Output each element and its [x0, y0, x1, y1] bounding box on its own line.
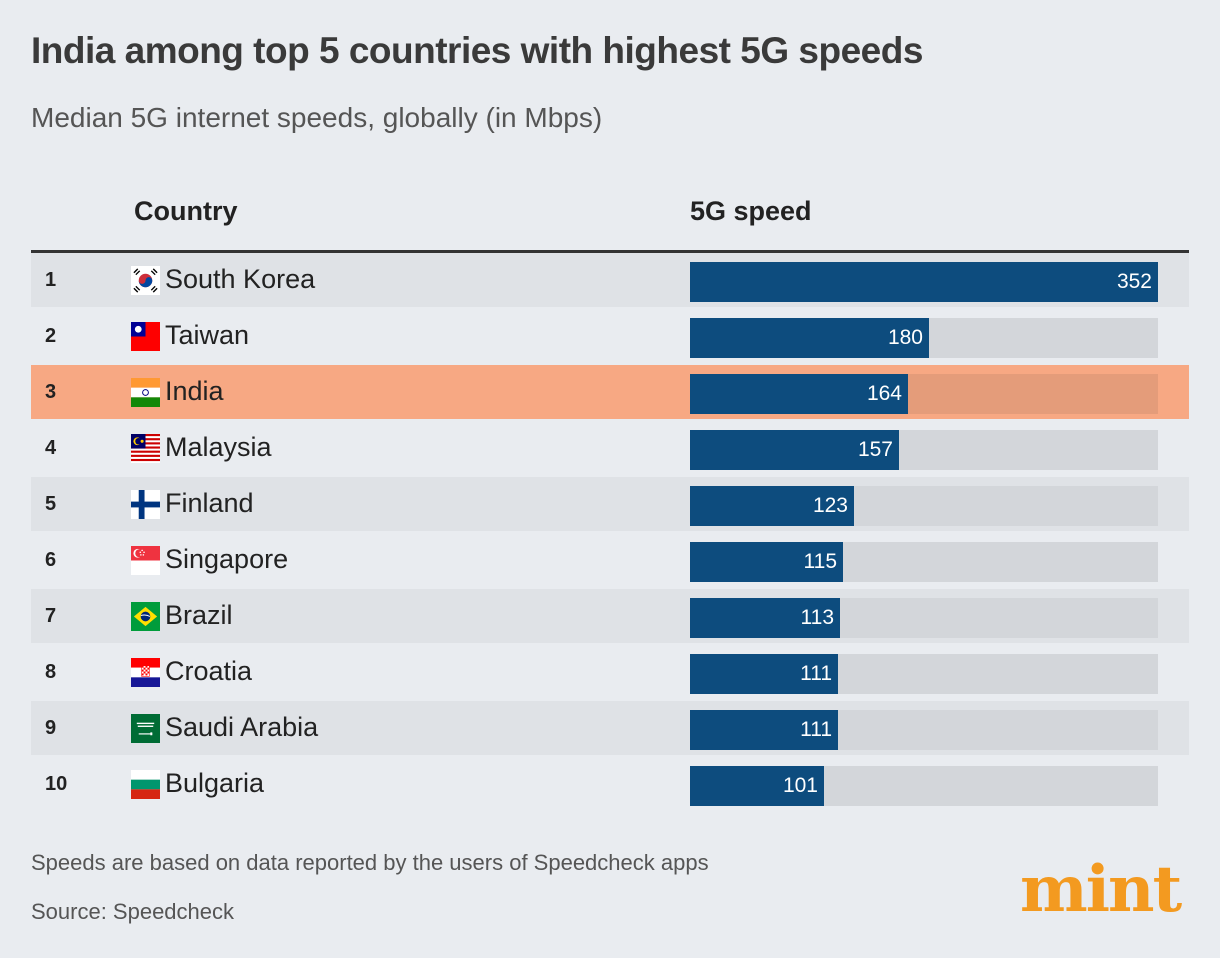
- rank-label: 9: [45, 717, 57, 739]
- value-label: 157: [857, 438, 893, 461]
- footnote: Speeds are based on data reported by the…: [31, 850, 709, 875]
- country-label: Bulgaria: [165, 768, 265, 798]
- bar: [690, 710, 838, 750]
- table-row: 6 Singapore 115: [31, 533, 1189, 587]
- chart-title: India among top 5 countries with highest…: [31, 30, 923, 71]
- south-korea-flag-icon: [131, 266, 160, 295]
- country-label: Malaysia: [165, 432, 272, 462]
- country-label: South Korea: [165, 264, 316, 294]
- malaysia-flag-icon: [131, 434, 160, 463]
- chart-subtitle: Median 5G internet speeds, globally (in …: [31, 102, 603, 133]
- column-header-speed: 5G speed: [690, 196, 812, 226]
- bar-track: 111: [690, 654, 1158, 694]
- bar: [690, 374, 908, 414]
- rank-label: 3: [45, 381, 57, 403]
- header-divider: [31, 250, 1189, 253]
- bar-track: 157: [690, 430, 1158, 470]
- bar-track: 123: [690, 486, 1158, 526]
- bar-track: 352: [690, 262, 1158, 302]
- mint-logo: mint: [1020, 852, 1182, 927]
- croatia-flag-icon: [131, 658, 160, 687]
- country-label: Brazil: [165, 600, 233, 630]
- value-label: 180: [887, 326, 923, 349]
- rank-label: 2: [45, 325, 57, 347]
- country-label: India: [165, 376, 224, 406]
- rank-label: 7: [45, 605, 57, 627]
- value-label: 113: [800, 606, 834, 629]
- rank-label: 10: [45, 773, 68, 795]
- rank-label: 5: [45, 493, 57, 515]
- rank-label: 8: [45, 661, 57, 683]
- bar-track: 113: [690, 598, 1158, 638]
- table-row: 10 Bulgaria 101: [31, 757, 1189, 811]
- value-label: 164: [866, 382, 902, 405]
- table-row: 8 Croatia 111: [31, 645, 1189, 699]
- source-note: Source: Speedcheck: [31, 899, 235, 924]
- taiwan-flag-icon: [131, 322, 160, 351]
- value-label: 352: [1116, 270, 1152, 293]
- bar-track: 115: [690, 542, 1158, 582]
- country-label: Singapore: [165, 544, 289, 574]
- bar-track: 180: [690, 318, 1158, 358]
- bar: [690, 318, 929, 358]
- rank-label: 4: [45, 437, 57, 459]
- bar: [690, 598, 840, 638]
- rank-label: 6: [45, 549, 57, 571]
- bar-track: 164: [690, 374, 1158, 414]
- value-label: 111: [800, 662, 832, 685]
- bulgaria-flag-icon: [131, 770, 160, 799]
- country-label: Finland: [165, 488, 254, 518]
- bar: [690, 262, 1158, 302]
- bar: [690, 542, 843, 582]
- india-flag-icon: [131, 378, 160, 407]
- bar: [690, 766, 824, 806]
- bar-track: 101: [690, 766, 1158, 806]
- value-label: 101: [782, 774, 818, 797]
- brazil-flag-icon: [131, 602, 160, 631]
- value-label: 123: [812, 494, 848, 517]
- saudi-arabia-flag-icon: [131, 714, 160, 743]
- country-label: Taiwan: [165, 320, 250, 350]
- chart-rows: 1 South Korea 352 2 Taiwan 180 3 India 164 4 Malay…: [31, 253, 1189, 813]
- bar: [690, 430, 899, 470]
- table-row: 2 Taiwan 180: [31, 309, 1189, 363]
- column-header-country: Country: [134, 196, 238, 226]
- table-row: 3 India 164: [31, 365, 1189, 419]
- country-label: Saudi Arabia: [165, 712, 319, 742]
- table-row: 1 South Korea 352: [31, 253, 1189, 307]
- table-row: 5 Finland 123: [31, 477, 1189, 531]
- table-row: 7 Brazil 113: [31, 589, 1189, 643]
- bar: [690, 486, 854, 526]
- value-label: 111: [800, 718, 832, 741]
- country-label: Croatia: [165, 656, 253, 686]
- table-row: 9 Saudi Arabia 111: [31, 701, 1189, 755]
- finland-flag-icon: [131, 490, 160, 519]
- rank-label: 1: [45, 269, 57, 291]
- bar-track: 111: [690, 710, 1158, 750]
- bar: [690, 654, 838, 694]
- value-label: 115: [803, 550, 837, 573]
- table-row: 4 Malaysia 157: [31, 421, 1189, 475]
- singapore-flag-icon: [131, 546, 160, 575]
